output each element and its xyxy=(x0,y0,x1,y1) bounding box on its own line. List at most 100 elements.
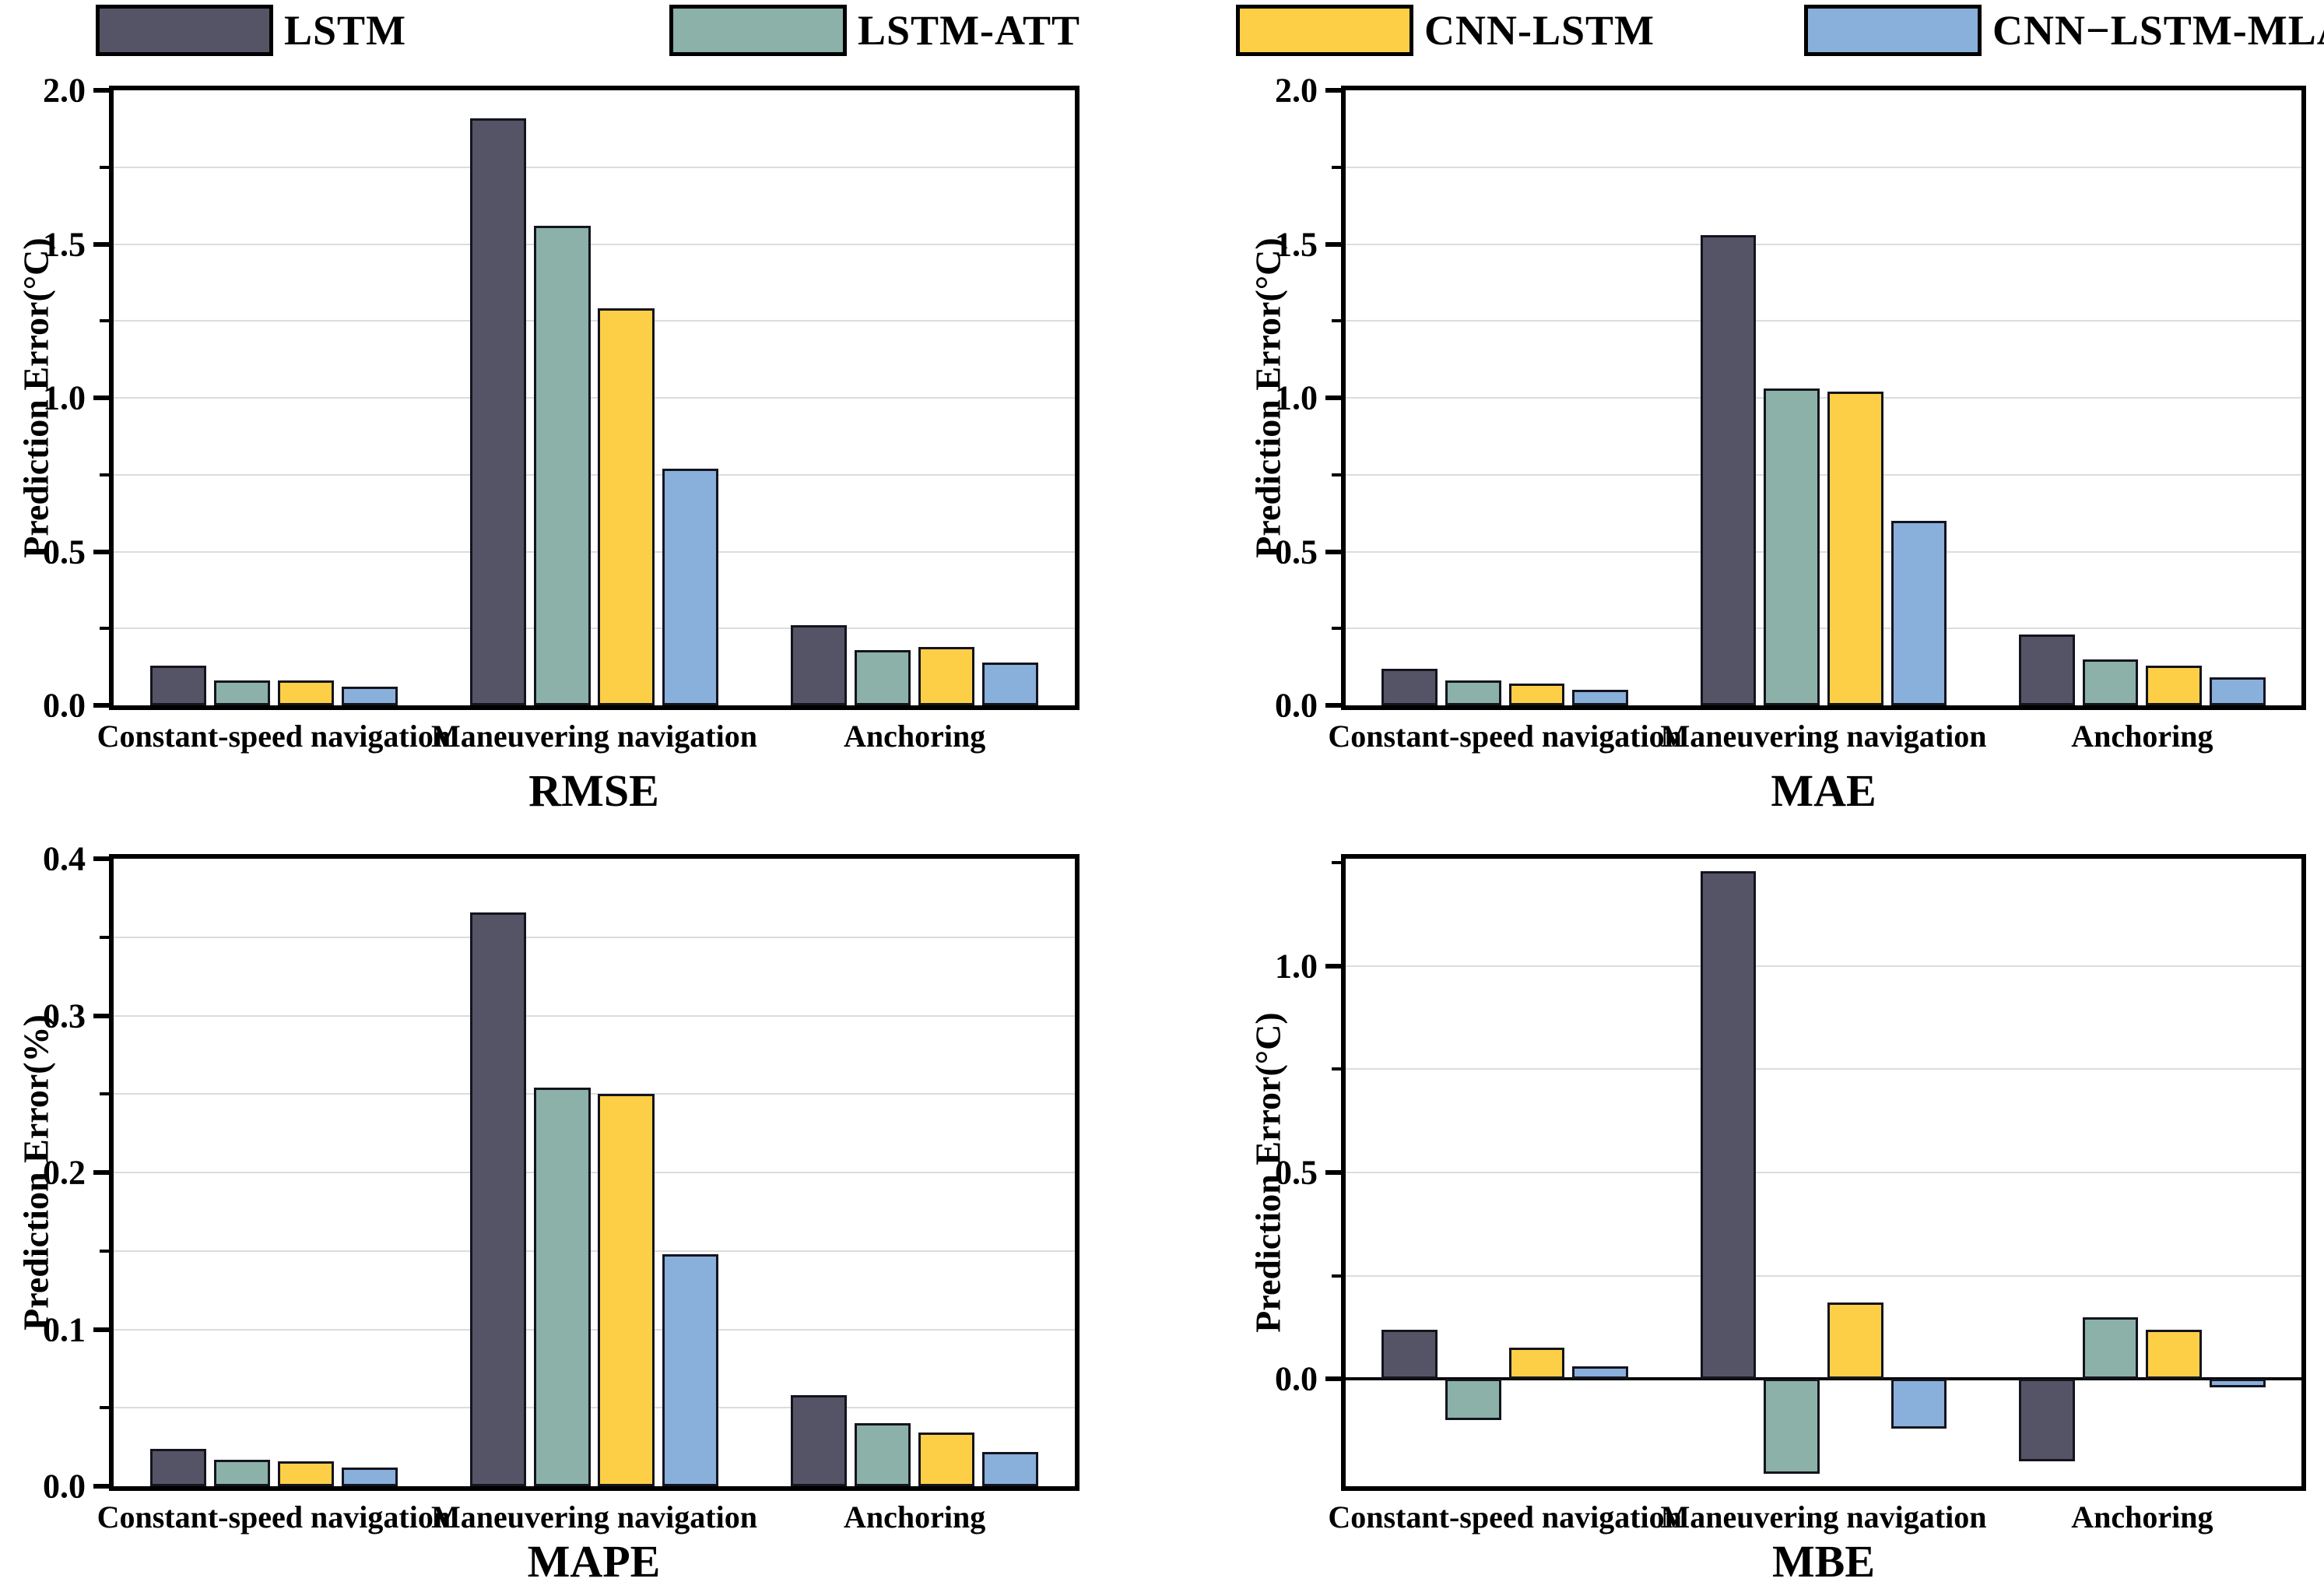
y-minor-tick xyxy=(1332,319,1341,323)
bar-LSTM-Constant-speed navigation xyxy=(149,665,206,705)
gridline xyxy=(114,1093,1075,1095)
gridline xyxy=(1346,1068,2301,1070)
bar-CNN-LSTM-Constant-speed navigation xyxy=(277,680,334,705)
legend: LSTM LSTM-ATT CNN-LSTM CNN−LSTM-MLA xyxy=(0,5,2324,61)
y-major-tick xyxy=(93,1484,109,1489)
gridline xyxy=(1346,628,2301,630)
y-minor-tick xyxy=(100,935,109,939)
y-tick-label: 2.0 xyxy=(43,71,86,110)
bar-CNN-LSTM-Maneuvering navigation xyxy=(1827,1302,1883,1380)
y-tick-label: 0.0 xyxy=(1275,686,1318,725)
legend-label: CNN-LSTM xyxy=(1424,7,1655,54)
gridline xyxy=(114,1328,1075,1331)
y-major-tick xyxy=(1325,1170,1341,1175)
mae-chart-title: MAE xyxy=(1771,765,1876,816)
y-tick-label: 2.0 xyxy=(1275,71,1318,110)
bar-CNN-LSTM-Constant-speed navigation xyxy=(1508,1348,1565,1380)
y-major-tick xyxy=(93,549,109,554)
y-minor-tick xyxy=(100,627,109,631)
legend-label: LSTM-ATT xyxy=(858,7,1081,54)
bar-CNN-LSTM-Maneuvering navigation xyxy=(1827,392,1883,705)
bar-CNN-LSTM-MLA-Anchoring xyxy=(2209,1379,2266,1387)
y-minor-tick xyxy=(100,473,109,476)
y-tick-label: 0.0 xyxy=(43,686,86,725)
bar-CNN-LSTM-MLA-Maneuvering navigation xyxy=(662,1253,718,1486)
gridline xyxy=(114,628,1075,630)
legend-item-cnn-lstm-mla: CNN−LSTM-MLA xyxy=(1804,5,2324,56)
mape-chart-title: MAPE xyxy=(527,1536,661,1587)
bar-LSTM-ATT-Anchoring xyxy=(2082,1317,2139,1380)
y-major-tick xyxy=(93,395,109,400)
y-major-tick xyxy=(1325,1376,1341,1382)
x-category-label: Maneuvering navigation xyxy=(1660,719,1987,754)
gridline xyxy=(114,243,1075,245)
bar-LSTM-ATT-Maneuvering navigation xyxy=(1764,1379,1820,1475)
y-minor-tick xyxy=(1332,1274,1341,1278)
gridline xyxy=(114,1250,1075,1252)
y-minor-tick xyxy=(1332,627,1341,631)
x-category-label: Anchoring xyxy=(844,719,986,754)
y-minor-tick xyxy=(1332,1067,1341,1071)
bar-CNN-LSTM-MLA-Maneuvering navigation xyxy=(662,468,718,705)
y-tick-label: 0.1 xyxy=(43,1310,86,1348)
mape-plot-area: Constant-speed navigation Maneuvering nav… xyxy=(43,840,1080,1535)
bar-LSTM-Anchoring xyxy=(2018,1379,2075,1462)
bar-CNN-LSTM-Anchoring xyxy=(2146,665,2203,705)
legend-item-cnn-lstm: CNN-LSTM xyxy=(1236,5,1655,56)
bar-LSTM-Maneuvering navigation xyxy=(1700,870,1757,1380)
y-tick-label: 1.0 xyxy=(1275,378,1318,417)
x-category-label: Anchoring xyxy=(2071,719,2213,754)
y-minor-tick xyxy=(1332,473,1341,476)
y-major-tick xyxy=(1325,549,1341,554)
y-tick-label: 0.4 xyxy=(43,839,86,878)
y-tick-label: 0.5 xyxy=(1275,533,1318,571)
gridline xyxy=(114,550,1075,553)
gridline xyxy=(1346,550,2301,553)
bar-LSTM-Constant-speed navigation xyxy=(1381,1329,1438,1380)
bar-CNN-LSTM-MLA-Constant-speed navigation xyxy=(341,687,398,705)
bar-CNN-LSTM-MLA-Anchoring xyxy=(982,1451,1039,1486)
x-category-label: Anchoring xyxy=(844,1499,986,1535)
y-major-tick xyxy=(1325,703,1341,708)
lstm-att-color-swatch xyxy=(669,5,847,56)
y-tick-label: 1.0 xyxy=(43,378,86,417)
y-major-tick xyxy=(1325,963,1341,969)
bar-CNN-LSTM-MLA-Constant-speed navigation xyxy=(341,1467,398,1486)
zero-line xyxy=(1346,1377,2301,1381)
y-tick-label: 0.5 xyxy=(1275,1153,1318,1192)
mbe-chart-title: MBE xyxy=(1771,1536,1876,1587)
mae-plot-area: Constant-speed navigation Maneuvering nav… xyxy=(1275,72,2306,754)
gridline xyxy=(1346,166,2301,168)
y-minor-tick xyxy=(100,1406,109,1410)
bar-LSTM-ATT-Maneuvering navigation xyxy=(534,225,591,705)
bar-CNN-LSTM-Constant-speed navigation xyxy=(277,1461,334,1486)
y-minor-tick xyxy=(100,319,109,323)
bar-CNN-LSTM-Maneuvering navigation xyxy=(598,1094,655,1486)
rmse-plot-area: Constant-speed navigation Maneuvering nav… xyxy=(43,72,1080,754)
bar-CNN-LSTM-MLA-Constant-speed navigation xyxy=(1572,690,1629,705)
bar-CNN-LSTM-Anchoring xyxy=(2146,1329,2203,1380)
bar-LSTM-Maneuvering navigation xyxy=(470,912,527,1486)
gridline xyxy=(114,936,1075,938)
y-tick-label: 0.5 xyxy=(43,533,86,571)
gridline xyxy=(1346,473,2301,476)
bar-LSTM-Constant-speed navigation xyxy=(1381,668,1438,705)
x-category-label: Anchoring xyxy=(2071,1499,2213,1535)
gridline xyxy=(114,473,1075,476)
gridline xyxy=(1346,320,2301,322)
x-category-label: Constant-speed navigation xyxy=(1328,1499,1682,1535)
bar-LSTM-ATT-Anchoring xyxy=(854,1423,911,1486)
y-major-tick xyxy=(1325,88,1341,93)
y-tick-label: 0.2 xyxy=(43,1153,86,1192)
y-major-tick xyxy=(93,88,109,93)
gridline xyxy=(114,1172,1075,1173)
x-category-label: Maneuvering navigation xyxy=(1660,1499,1987,1535)
legend-label: LSTM xyxy=(284,7,407,54)
x-category-label: Maneuvering navigation xyxy=(431,719,757,754)
bar-LSTM-ATT-Maneuvering navigation xyxy=(1764,388,1820,705)
legend-item-lstm: LSTM xyxy=(96,5,406,56)
gridline xyxy=(114,166,1075,168)
y-tick-label: 1.5 xyxy=(1275,225,1318,263)
bar-LSTM-Maneuvering navigation xyxy=(470,118,527,705)
